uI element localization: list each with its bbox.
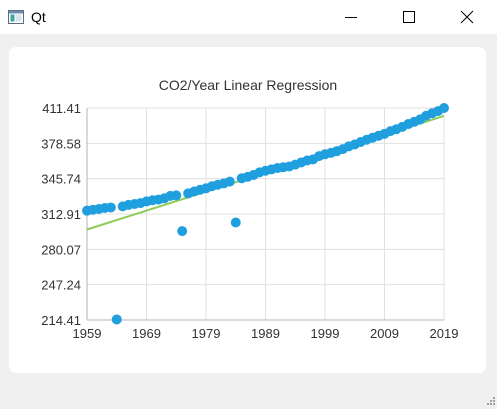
x-tick-label: 1979 xyxy=(192,326,221,341)
scatter-point xyxy=(111,314,122,325)
minimize-button[interactable] xyxy=(328,0,374,34)
close-icon xyxy=(460,10,474,24)
y-tick-label: 214.41 xyxy=(41,313,81,328)
maximize-icon xyxy=(403,11,415,23)
chart-grid xyxy=(86,107,445,321)
scatter-point xyxy=(230,217,241,228)
co2-regression-chart: CO2/Year Linear Regression 1959 1969 1979 1… xyxy=(41,77,458,341)
scatter-point xyxy=(439,103,449,114)
x-tick-label: 1969 xyxy=(132,326,161,341)
x-tick-label: 2019 xyxy=(430,326,459,341)
tick-labels: 1959 1969 1979 1989 1999 2009 2019 411.41 378.58… xyxy=(41,101,458,341)
x-tick-label: 1999 xyxy=(311,326,340,341)
scatter-point xyxy=(105,202,116,213)
chart-title: CO2/Year Linear Regression xyxy=(159,77,337,93)
x-tick-label: 1959 xyxy=(73,326,102,341)
y-tick-label: 312.91 xyxy=(41,207,81,222)
chart-view: CO2/Year Linear Regression 1959 1969 1979 1… xyxy=(9,47,486,373)
window-title: Qt xyxy=(31,9,46,25)
maximize-button[interactable] xyxy=(386,0,432,34)
y-tick-label: 247.24 xyxy=(41,278,81,293)
x-tick-label: 1989 xyxy=(251,326,280,341)
y-tick-label: 411.41 xyxy=(42,101,81,116)
close-button[interactable] xyxy=(444,0,490,34)
scatter-point xyxy=(224,176,235,187)
x-tick-label: 2009 xyxy=(370,326,399,341)
window-titlebar[interactable]: Qt xyxy=(0,0,497,34)
y-tick-label: 378.58 xyxy=(41,136,81,151)
minimize-icon xyxy=(345,17,357,18)
qt-window-icon xyxy=(8,10,24,24)
scatter-point xyxy=(171,190,182,201)
y-tick-label: 280.07 xyxy=(41,242,81,257)
y-tick-label: 345.74 xyxy=(41,172,81,187)
scatter-series xyxy=(82,103,449,325)
size-grip-icon[interactable] xyxy=(484,396,496,408)
scatter-point xyxy=(177,226,188,237)
